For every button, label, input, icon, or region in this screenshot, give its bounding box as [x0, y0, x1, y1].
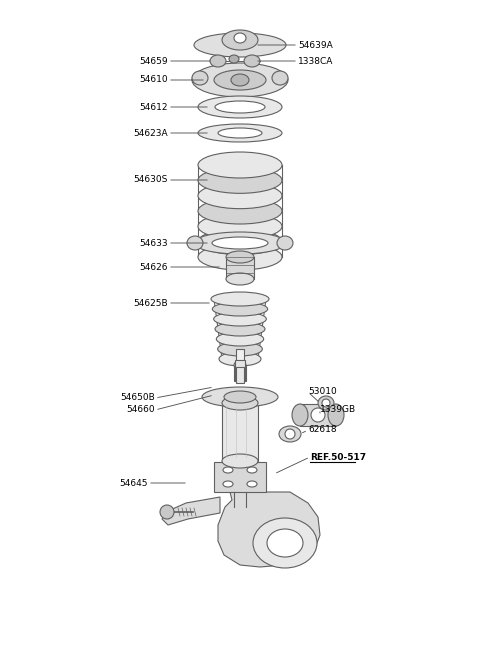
Bar: [235, 360, 245, 381]
Text: 1339GB: 1339GB: [320, 405, 356, 413]
Polygon shape: [162, 497, 220, 525]
Ellipse shape: [198, 229, 282, 255]
Ellipse shape: [247, 481, 257, 487]
Ellipse shape: [322, 399, 330, 407]
Ellipse shape: [223, 467, 233, 473]
Ellipse shape: [222, 396, 258, 410]
Text: 62618: 62618: [308, 426, 336, 434]
Ellipse shape: [253, 518, 317, 568]
Bar: [236, 349, 244, 375]
Text: 54659: 54659: [139, 56, 168, 66]
Ellipse shape: [272, 71, 288, 85]
Text: REF.50-517: REF.50-517: [310, 453, 366, 462]
Ellipse shape: [160, 505, 174, 519]
Ellipse shape: [215, 322, 265, 336]
Ellipse shape: [222, 454, 258, 468]
Ellipse shape: [277, 236, 293, 250]
Text: 54650B: 54650B: [120, 394, 155, 403]
Ellipse shape: [234, 361, 246, 369]
Ellipse shape: [285, 429, 295, 439]
Bar: [234, 365, 246, 381]
Ellipse shape: [214, 70, 266, 90]
Ellipse shape: [214, 312, 266, 326]
Text: 54639A: 54639A: [298, 41, 333, 50]
Text: 54623A: 54623A: [133, 128, 168, 138]
Ellipse shape: [318, 396, 334, 410]
Ellipse shape: [211, 292, 269, 306]
Ellipse shape: [279, 426, 301, 442]
Text: 54625B: 54625B: [133, 299, 168, 307]
Ellipse shape: [194, 33, 286, 57]
Bar: [226, 257, 254, 279]
Bar: [236, 367, 244, 383]
Ellipse shape: [198, 214, 282, 239]
Ellipse shape: [219, 352, 261, 366]
Text: 1338CA: 1338CA: [298, 56, 334, 66]
Ellipse shape: [328, 404, 344, 426]
Bar: [214, 462, 266, 492]
Ellipse shape: [226, 273, 254, 285]
Ellipse shape: [202, 387, 278, 407]
Ellipse shape: [292, 404, 308, 426]
Ellipse shape: [231, 74, 249, 86]
Ellipse shape: [223, 481, 233, 487]
Ellipse shape: [187, 236, 203, 250]
Ellipse shape: [222, 30, 258, 50]
Ellipse shape: [212, 237, 268, 249]
Ellipse shape: [217, 342, 263, 356]
Ellipse shape: [224, 391, 256, 403]
Ellipse shape: [192, 63, 288, 97]
Ellipse shape: [194, 232, 286, 254]
Ellipse shape: [198, 124, 282, 142]
Ellipse shape: [226, 251, 254, 263]
Ellipse shape: [198, 152, 282, 178]
Ellipse shape: [234, 33, 246, 43]
Bar: [222, 403, 258, 461]
Text: 54660: 54660: [126, 405, 155, 415]
Ellipse shape: [198, 167, 282, 193]
Text: 54626: 54626: [140, 263, 168, 272]
Text: 54610: 54610: [139, 75, 168, 84]
Ellipse shape: [267, 529, 303, 557]
Ellipse shape: [218, 128, 262, 138]
Ellipse shape: [192, 71, 208, 85]
Ellipse shape: [244, 55, 260, 67]
Text: 54645: 54645: [120, 479, 148, 487]
Ellipse shape: [210, 55, 226, 67]
Ellipse shape: [215, 101, 265, 113]
Ellipse shape: [247, 467, 257, 473]
Text: 54633: 54633: [139, 238, 168, 248]
Ellipse shape: [212, 302, 268, 316]
Bar: [300, 404, 336, 426]
Text: 54612: 54612: [140, 102, 168, 111]
Ellipse shape: [229, 55, 239, 63]
Ellipse shape: [216, 332, 264, 346]
Ellipse shape: [311, 408, 325, 422]
Text: 54630S: 54630S: [133, 176, 168, 185]
Text: 53010: 53010: [308, 388, 337, 396]
Ellipse shape: [198, 96, 282, 118]
Ellipse shape: [198, 244, 282, 270]
Ellipse shape: [198, 183, 282, 209]
Ellipse shape: [198, 198, 282, 224]
Polygon shape: [218, 492, 320, 567]
